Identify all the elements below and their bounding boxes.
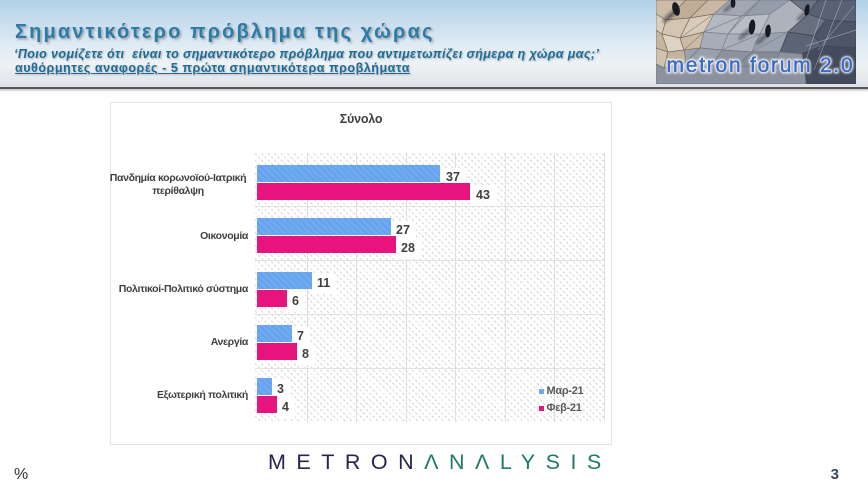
svg-text:metron forum 2.0: metron forum 2.0	[667, 54, 855, 77]
svg-text:metron forum 2.0: metron forum 2.0	[667, 54, 855, 77]
svg-text:metron forum 2.0: metron forum 2.0	[667, 54, 855, 77]
